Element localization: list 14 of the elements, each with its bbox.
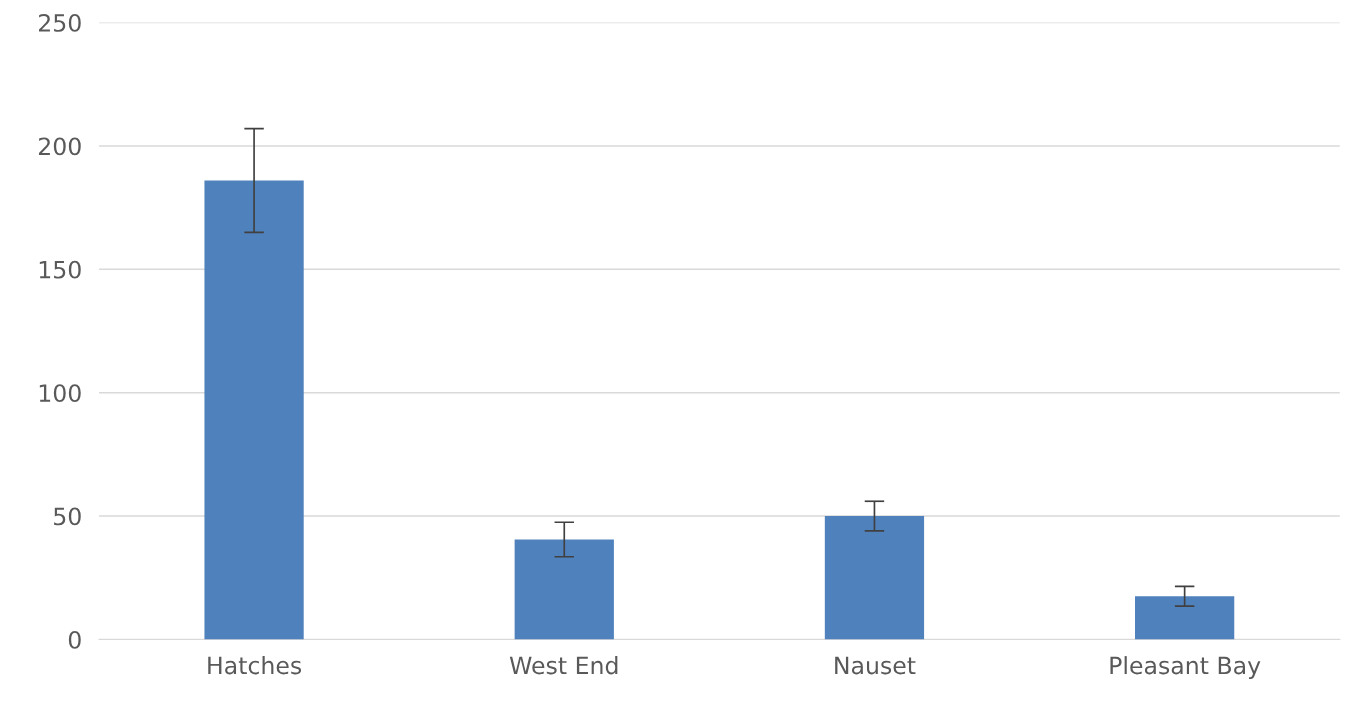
y-tick-label: 100 — [39, 384, 81, 402]
y-tick-label: 50 — [54, 507, 81, 526]
bar — [204, 180, 304, 640]
y-tick-label: 200 — [38, 137, 81, 156]
bar — [1135, 596, 1235, 640]
y-tick-label: 250 — [38, 14, 81, 32]
y-tick-label: 0 — [68, 630, 81, 649]
x-tick-label: Pleasant Bay — [1110, 656, 1261, 679]
y-tick-label: 150 — [39, 260, 81, 279]
bar — [824, 516, 925, 640]
x-tick-label: West End — [509, 656, 618, 675]
x-tick-label: Nauset — [835, 656, 916, 675]
bar — [514, 539, 614, 640]
x-tick-label: Hatches — [208, 656, 302, 675]
